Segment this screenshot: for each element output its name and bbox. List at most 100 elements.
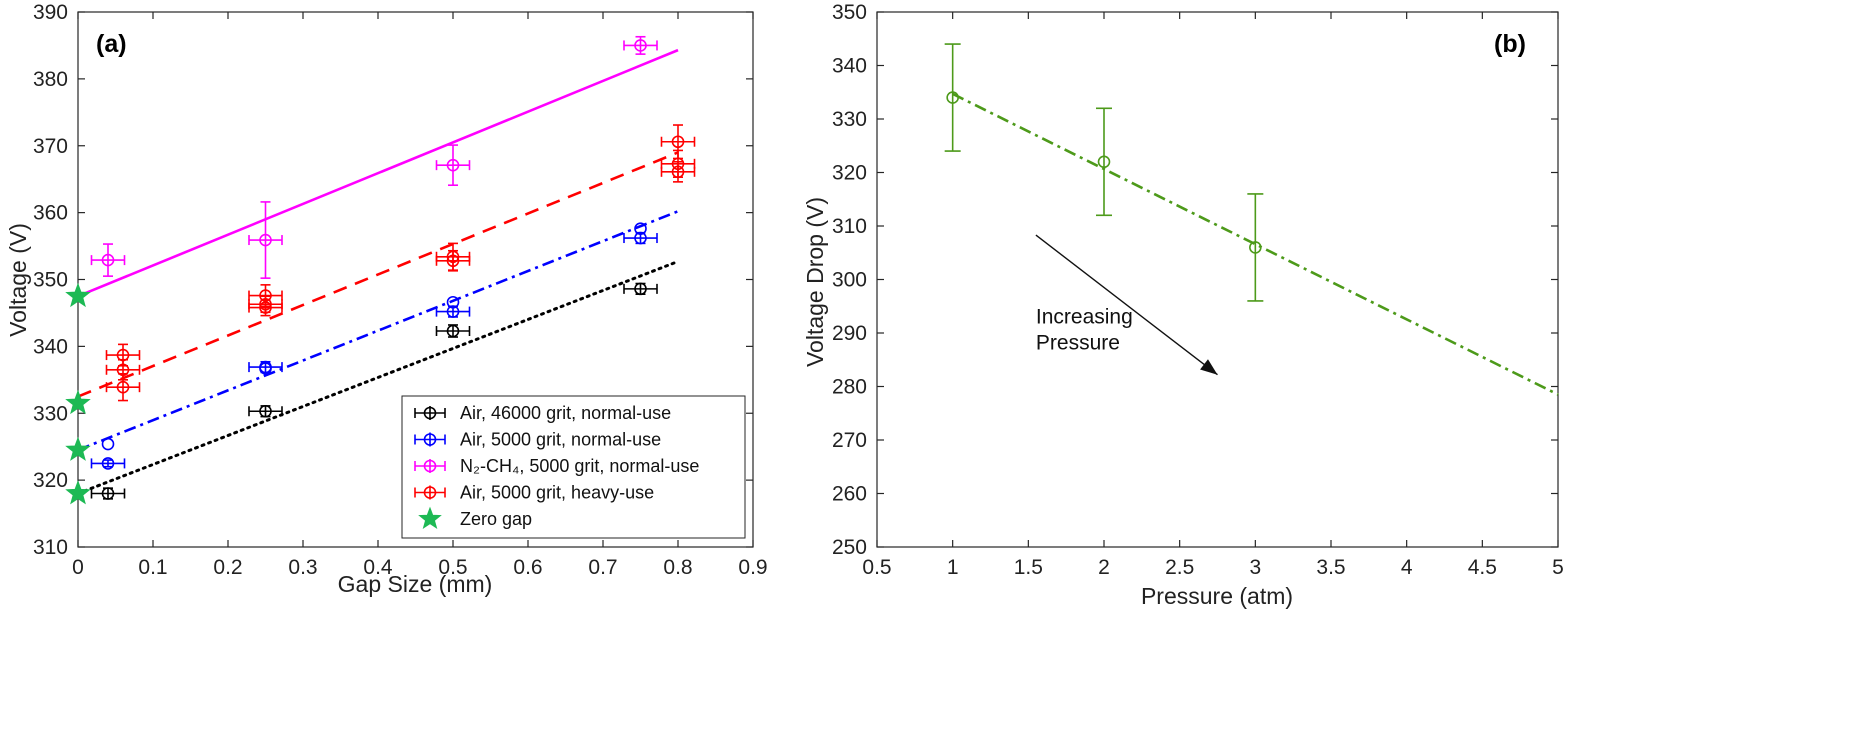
x-tick-label: 0.7 [588,556,617,579]
data-point [248,298,283,317]
y-tick-label: 270 [832,429,867,452]
data-point [259,362,272,375]
data-point [105,372,141,402]
arrow-shaft [1035,234,1218,376]
legend-label: N₂-CH₄, 5000 grit, normal-use [460,456,699,476]
circle-marker [259,301,272,314]
y-tick-label: 370 [33,135,68,158]
x-tick-label: 0.5 [438,556,467,579]
x-tick-label: 0.2 [213,556,242,579]
legend-entry: N₂-CH₄, 5000 grit, normal-use [414,456,699,476]
arrow-head [1200,359,1218,375]
data-point [65,389,91,415]
star-marker [418,506,442,530]
y-tick-label: 340 [832,55,867,78]
y-tick-label: 330 [832,108,867,131]
fit-line-series-2 [77,48,679,298]
chart-b-panel-label: (b) [1494,30,1526,58]
y-tick-label: 310 [33,536,68,559]
x-tick-label: 0.8 [663,556,692,579]
chart-a-legend: Air, 46000 grit, normal-use Air, 5000 gri… [401,395,746,539]
x-tick-label: 0 [72,556,84,579]
y-tick-label: 330 [33,402,68,425]
legend-entry: Air, 5000 grit, normal-use [414,430,661,450]
data-point [101,437,115,451]
y-tick-label: 260 [832,483,867,506]
chart-b-annotation: Increasing Pressure [1035,234,1218,376]
circle-marker [634,39,647,52]
legend-label: Zero gap [460,509,532,529]
legend-label: Air, 5000 grit, heavy-use [460,483,654,503]
data-point [623,231,658,245]
chart-a: 0 0.1 0.2 0.3 0.4 0.5 0.6 0.7 0.8 0.9 310 320 330 34… [5,1,768,597]
x-tick-label: 3.5 [1316,556,1345,579]
data-point [435,249,471,272]
chart-a-y-ticks: 310 320 330 340 350 360 370 380 390 [33,1,753,559]
annotation-line-2: Pressure [1036,331,1120,354]
chart-b-plot-area [876,11,1559,548]
y-tick-label: 350 [832,1,867,24]
star-marker [65,389,91,415]
x-tick-label: 1 [947,556,959,579]
legend-box [401,395,746,539]
circle-marker [446,324,460,338]
star-marker [65,282,91,308]
legend-entry: Air, 46000 grit, normal-use [414,403,671,423]
x-tick-label: 0.3 [288,556,317,579]
circle-marker [259,233,272,247]
chart-a-y-axis-label: Voltage (V) [5,223,31,337]
star-marker [65,480,91,505]
chart-b-y-axis-label: Voltage Drop (V) [802,197,828,367]
y-tick-label: 320 [33,469,68,492]
data-point [1247,193,1264,302]
data-point [435,324,471,338]
data-point [65,436,91,461]
x-tick-label: 4 [1401,556,1413,579]
annotation-line-1: Increasing [1036,305,1133,328]
data-point [90,457,126,470]
legend-label: Air, 5000 grit, normal-use [460,430,661,450]
x-tick-label: 4.5 [1468,556,1497,579]
circle-marker [101,253,115,267]
star-marker [65,436,91,461]
y-tick-label: 350 [33,269,68,292]
chart-a-x-ticks: 0 0.1 0.2 0.3 0.4 0.5 0.6 0.7 0.8 0.9 [72,12,768,579]
fit-line-series-3 [77,151,679,398]
x-tick-label: 0.6 [513,556,542,579]
circle-marker [101,487,115,500]
y-tick-label: 300 [832,269,867,292]
y-tick-label: 390 [33,1,68,24]
circle-marker [101,437,115,451]
fit-line-series-0 [76,259,680,495]
legend-marker [423,486,437,499]
circle-marker [259,362,272,375]
data-point [435,144,471,187]
data-point [1096,107,1112,217]
chart-a-data-points [65,35,696,505]
chart-b-x-ticks: 0.5 1 1.5 2 2.5 3 3.5 4 4.5 5 [862,12,1564,579]
legend-marker [423,433,437,446]
legend-marker [423,459,437,473]
chart-b: 0.5 1 1.5 2 2.5 3 3.5 4 4.5 5 250 260 270 280 290 300 3… [802,1,1564,609]
chart-a-panel-label: (a) [96,30,127,58]
data-point [90,487,126,500]
chart-b-data-points [944,43,1264,302]
y-tick-label: 380 [33,68,68,91]
data-point [944,43,961,152]
data-point [623,282,658,296]
chart-a-fit-lines [76,48,680,495]
circle-marker [1249,241,1262,254]
circle-marker [446,254,460,268]
y-tick-label: 310 [832,215,867,238]
x-tick-label: 2 [1098,556,1110,579]
y-tick-label: 290 [832,322,867,345]
data-point [90,243,126,277]
data-point [623,35,658,55]
data-point [248,404,283,418]
data-point [660,161,696,183]
chart-b-y-ticks: 250 260 270 280 290 300 310 320 330 340 350 [832,1,1558,559]
circle-marker [634,231,647,245]
legend-entry: Air, 5000 grit, heavy-use [414,483,654,503]
x-tick-label: 2.5 [1165,556,1194,579]
